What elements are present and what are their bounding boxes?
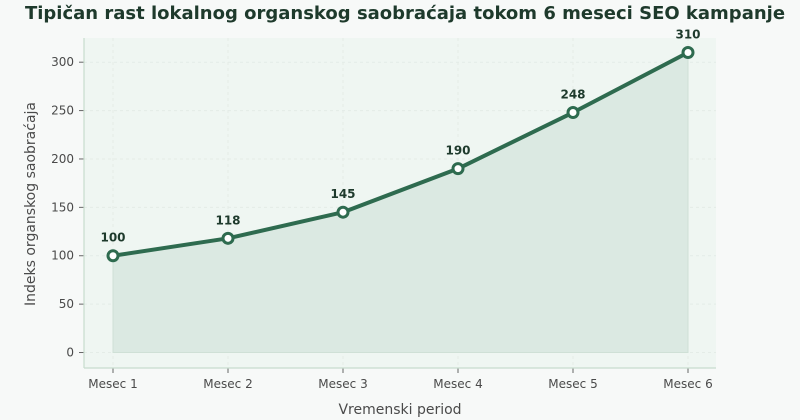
y-tick-label: 250 bbox=[51, 104, 74, 118]
data-point-marker bbox=[681, 46, 695, 60]
plot-area: 0 50 100 150 200 250 300 Mesec 1 Mesec 2 Mesec 3 M… bbox=[51, 28, 716, 391]
y-tick-label: 150 bbox=[51, 200, 74, 214]
data-label: 100 bbox=[100, 231, 125, 245]
data-point-marker bbox=[106, 249, 120, 263]
x-tick-label: Mesec 5 bbox=[548, 377, 597, 391]
y-tick-label: 200 bbox=[51, 152, 74, 166]
y-tick-label: 0 bbox=[66, 346, 74, 360]
x-axis-label: Vremenski period bbox=[338, 402, 461, 418]
series-line bbox=[111, 50, 690, 258]
data-point-marker bbox=[336, 205, 350, 219]
data-label: 310 bbox=[675, 28, 700, 42]
x-tick-label: Mesec 4 bbox=[433, 377, 482, 391]
data-label: 118 bbox=[215, 213, 240, 227]
chart-title: Tipičan rast lokalnog organskog saobraća… bbox=[25, 3, 785, 24]
data-label: 248 bbox=[560, 88, 585, 102]
y-tick-label: 50 bbox=[59, 297, 74, 311]
x-tick-label: Mesec 1 bbox=[88, 377, 137, 391]
x-tick-label: Mesec 6 bbox=[663, 377, 712, 391]
x-tick-label: Mesec 3 bbox=[318, 377, 367, 391]
y-tick-label: 100 bbox=[51, 249, 74, 263]
data-point-marker bbox=[566, 106, 580, 120]
y-tick-label: 300 bbox=[51, 55, 74, 69]
data-label: 190 bbox=[445, 144, 470, 158]
y-axis-label: Indeks organskog saobraćaja bbox=[23, 102, 39, 306]
data-label: 145 bbox=[330, 187, 355, 201]
data-point-marker bbox=[221, 231, 235, 245]
x-tick-label: Mesec 2 bbox=[203, 377, 252, 391]
data-point-marker bbox=[451, 162, 465, 176]
